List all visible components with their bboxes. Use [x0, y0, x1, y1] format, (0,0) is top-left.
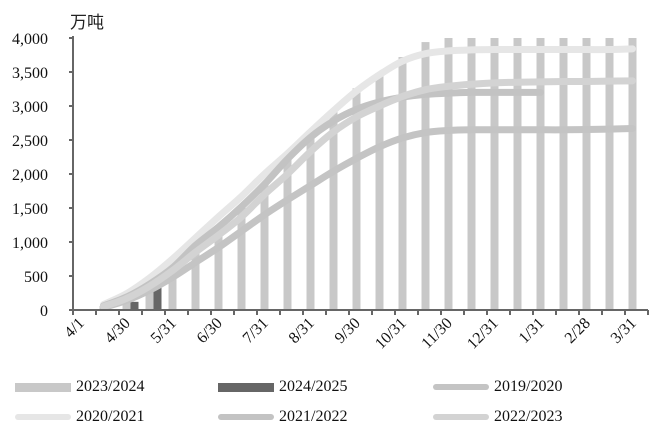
bar-2023-2024	[559, 38, 568, 310]
legend-item-2023-2024: 2023/2024	[15, 378, 144, 396]
bar-2023-2024	[582, 38, 591, 310]
legend-label: 2021/2022	[279, 408, 348, 425]
legend-swatch	[433, 414, 489, 420]
bar-2023-2024	[444, 38, 453, 310]
bar-2023-2024	[191, 245, 200, 310]
legend: 2023/2024 2024/2025 2019/2020 2020/2021 …	[0, 376, 660, 436]
x-tick-label: 9/30	[332, 315, 364, 347]
legend-item-2020-2021: 2020/2021	[15, 408, 144, 426]
x-tick-label: 11/30	[418, 315, 455, 352]
x-tick-label: 5/31	[148, 315, 180, 347]
legend-item-2022-2023: 2022/2023	[433, 408, 562, 426]
legend-label: 2024/2025	[279, 378, 348, 395]
legend-swatch	[15, 382, 71, 392]
bar-2023-2024	[237, 206, 246, 310]
x-tick-label: 12/31	[464, 315, 502, 353]
bar-2023-2024	[145, 286, 154, 310]
y-tick-label: 500	[24, 269, 48, 286]
legend-item-2024-2025: 2024/2025	[218, 378, 347, 396]
legend-label: 2022/2023	[494, 408, 563, 425]
bar-2024-2025	[153, 280, 162, 310]
y-tick-label: 1,500	[12, 201, 48, 218]
x-tick-label: 7/31	[240, 315, 272, 347]
x-tick-label: 8/31	[286, 315, 318, 347]
legend-item-2019-2020: 2019/2020	[433, 378, 562, 396]
x-tick-label: 6/30	[194, 315, 226, 347]
y-tick-label: 1,000	[12, 235, 48, 252]
bar-2023-2024	[398, 57, 407, 310]
y-tick-label: 2,500	[12, 133, 48, 150]
bar-2023-2024	[329, 112, 338, 311]
x-tick-label: 10/31	[372, 315, 410, 353]
legend-swatch	[218, 382, 274, 392]
x-tick-label: 1/31	[516, 315, 548, 347]
y-tick-label: 2,000	[12, 167, 48, 184]
lines-layer	[100, 45, 636, 311]
x-tick-label: 4/30	[102, 315, 134, 347]
bar-2023-2024	[467, 38, 476, 310]
legend-label: 2023/2024	[76, 378, 145, 395]
bar-2023-2024	[260, 184, 269, 310]
chart: 0 500 1,000 1,500 2,000 2,500 3,000 3,500 4,000 4…	[12, 31, 649, 353]
y-tick-label: 4,000	[12, 31, 48, 48]
y-tick-label: 3,500	[12, 65, 48, 82]
legend-swatch	[433, 384, 489, 390]
legend-label: 2019/2020	[494, 378, 563, 395]
bar-2024-2025	[130, 301, 139, 310]
x-tick-label: 2/28	[562, 315, 594, 347]
bar-2023-2024	[605, 38, 614, 310]
y-axis-unit-label: 万吨	[70, 13, 104, 33]
y-tick-label: 0	[40, 303, 48, 320]
bar-2023-2024	[168, 263, 177, 310]
bar-2023-2024	[375, 73, 384, 311]
bar-2023-2024	[421, 42, 430, 311]
legend-item-2021-2022: 2021/2022	[218, 408, 347, 426]
bar-2023-2024	[513, 38, 522, 310]
legend-label: 2020/2021	[76, 408, 145, 425]
bar-2023-2024	[283, 154, 292, 310]
legend-swatch	[15, 414, 71, 420]
y-tick-label: 3,000	[12, 99, 48, 116]
line-2022-2023	[100, 77, 636, 311]
x-tick-label: 3/31	[608, 315, 640, 347]
bar-2023-2024	[214, 227, 223, 310]
bar-2023-2024	[352, 88, 361, 310]
line-2020-2021	[100, 45, 636, 309]
bar-2023-2024	[536, 38, 545, 310]
bar-2023-2024	[490, 38, 499, 310]
line-2019-2020	[100, 124, 636, 311]
bar-2023-2024	[306, 131, 315, 310]
bars-layer	[99, 38, 637, 311]
x-tick-label: 4/1	[61, 315, 87, 341]
bar-2023-2024	[628, 38, 637, 310]
legend-swatch	[218, 414, 274, 420]
